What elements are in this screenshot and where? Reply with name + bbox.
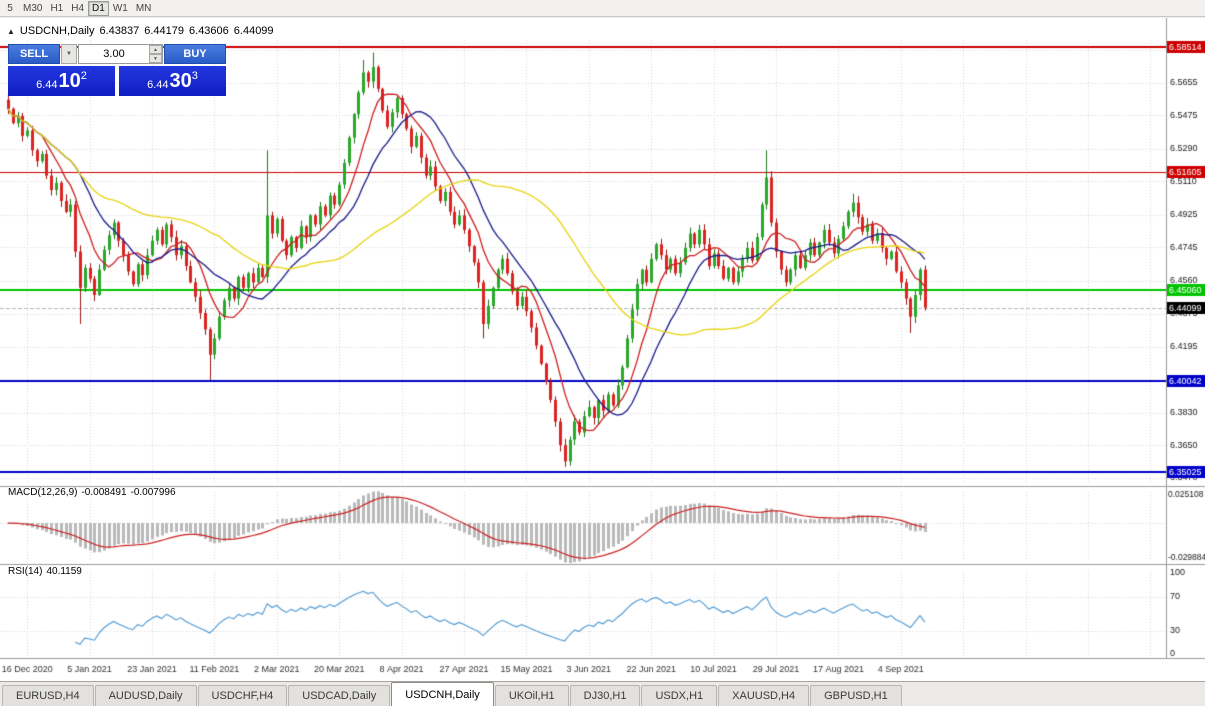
collapse-icon[interactable]: ▲: [7, 26, 15, 36]
period-button-d1[interactable]: D1: [88, 0, 109, 16]
period-button-5[interactable]: 5: [7, 2, 13, 14]
sell-price-fraction: 2: [80, 70, 87, 82]
tab-audusd-daily[interactable]: AUDUSD,Daily: [94, 685, 197, 706]
period-button-w1[interactable]: W1: [112, 2, 128, 14]
period-button-h4[interactable]: H4: [71, 2, 85, 14]
sell-price-button[interactable]: 6.44 10 2: [8, 66, 115, 96]
ohlc-open: 6.43837: [99, 25, 140, 37]
buy-price-base: 6.44: [147, 79, 169, 91]
tab-ukoil-h1[interactable]: UKOil,H1: [494, 685, 569, 706]
period-button-m30[interactable]: M30: [23, 2, 43, 14]
macd-name: MACD(12,26,9): [8, 487, 78, 498]
period-button-mn[interactable]: MN: [135, 2, 152, 14]
buy-button[interactable]: BUY: [164, 44, 226, 64]
rsi-name: RSI(14): [8, 566, 43, 577]
tab-gbpusd-h1[interactable]: GBPUSD,H1: [810, 685, 902, 706]
ohlc-low: 6.43606: [189, 25, 229, 37]
macd-signal-value: -0.007996: [130, 487, 176, 498]
macd-indicator-label: MACD(12,26,9) -0.008491 -0.007996: [8, 487, 180, 498]
chevron-down-icon: ▼: [66, 51, 72, 57]
volume-decrease-button[interactable]: ▼: [149, 54, 162, 63]
volume-dropdown-button[interactable]: ▼: [61, 44, 77, 64]
chart-symbol: USDCNH,Daily: [19, 25, 95, 37]
buy-price-button[interactable]: 6.44 30 3: [119, 66, 226, 96]
tab-xauusd-h4[interactable]: XAUUSD,H4: [718, 685, 810, 706]
sell-price-base: 6.44: [36, 79, 58, 91]
period-toolbar: 5 M30 H1 H4 D1 W1 MN: [0, 0, 1205, 17]
ohlc-close: 6.44099: [233, 25, 274, 37]
volume-spinner: ▲ ▼: [149, 45, 162, 63]
tab-usdchf-h4[interactable]: USDCHF,H4: [197, 685, 288, 706]
one-click-trading-panel: SELL ▼ 3.00 ▲ ▼ BUY 6.44 10 2 6.44 30 3: [8, 44, 226, 96]
macd-main-value: -0.008491: [81, 487, 127, 498]
tab-usdx-h1[interactable]: USDX,H1: [641, 685, 718, 706]
ohlc-high: 6.44179: [144, 25, 185, 37]
tab-usdcad-daily[interactable]: USDCAD,Daily: [288, 685, 391, 706]
buy-price-pips: 30: [169, 69, 192, 92]
rsi-value: 40.1159: [46, 566, 82, 577]
volume-increase-button[interactable]: ▲: [149, 45, 162, 54]
tab-dj30-h1[interactable]: DJ30,H1: [569, 685, 641, 706]
volume-input[interactable]: 3.00 ▲ ▼: [78, 44, 163, 64]
rsi-indicator-label: RSI(14) 40.1159: [8, 566, 86, 577]
period-button-h1[interactable]: H1: [50, 2, 64, 14]
sell-price-pips: 10: [58, 69, 81, 92]
chart-canvas[interactable]: [0, 18, 1205, 681]
buy-price-fraction: 3: [191, 70, 198, 82]
chart-header: ▲ USDCNH,Daily 6.43837 6.44179 6.43606 6…: [7, 25, 274, 37]
tab-usdcnh-daily[interactable]: USDCNH,Daily: [391, 682, 494, 706]
volume-value: 3.00: [103, 48, 125, 60]
sell-button[interactable]: SELL: [8, 44, 60, 64]
tab-eurusd-h4[interactable]: EURUSD,H4: [2, 685, 94, 706]
symbol-tabbar: EURUSD,H4 AUDUSD,Daily USDCHF,H4 USDCAD,Dai…: [0, 681, 1205, 706]
